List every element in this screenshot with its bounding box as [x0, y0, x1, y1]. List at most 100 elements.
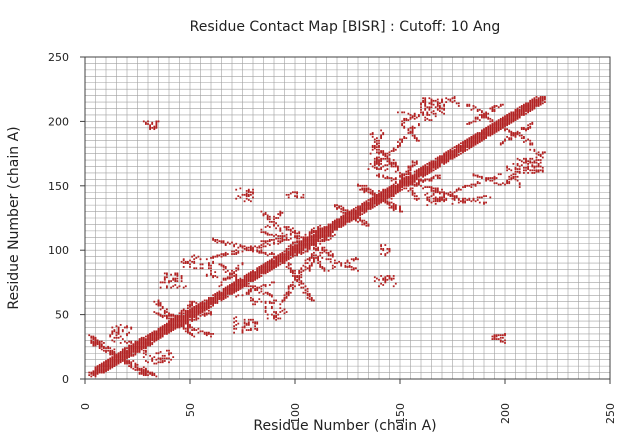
contact-point: [197, 313, 200, 316]
contact-point: [317, 258, 319, 261]
contact-point: [163, 272, 166, 275]
contact-point: [275, 255, 277, 258]
contact-point: [489, 120, 492, 123]
contact-point: [392, 159, 395, 161]
contact-point: [313, 299, 315, 302]
contact-point: [407, 128, 410, 131]
contact-point: [235, 278, 238, 281]
contact-point: [413, 184, 416, 187]
contact-point: [306, 244, 309, 246]
contact-point: [512, 117, 515, 120]
contact-point: [161, 325, 164, 328]
contact-point: [313, 236, 315, 239]
contact-point: [344, 211, 347, 214]
contact-point: [252, 272, 254, 275]
contact-point: [373, 201, 376, 204]
contact-point: [140, 345, 143, 348]
contact-point: [380, 248, 382, 250]
contact-point: [499, 125, 502, 128]
contact-point: [323, 236, 326, 239]
contact-point: [497, 123, 500, 125]
contact-point: [300, 244, 303, 246]
contact-point: [273, 281, 275, 284]
contact-point: [323, 250, 326, 253]
contact-point: [250, 299, 252, 302]
contact-point: [304, 244, 307, 246]
contact-point: [258, 269, 261, 272]
contact-point: [371, 191, 374, 194]
contact-point: [373, 193, 376, 196]
contact-point: [310, 244, 313, 246]
contact-point: [348, 211, 351, 214]
contact-point: [413, 179, 416, 182]
contact-point: [512, 119, 515, 122]
contact-point: [533, 107, 536, 110]
contact-point: [388, 177, 391, 179]
contact-point: [210, 296, 212, 299]
contact-point: [327, 258, 330, 261]
contact-point: [376, 202, 378, 205]
contact-point: [250, 327, 252, 330]
contact-point: [121, 338, 124, 340]
contact-point: [147, 339, 149, 342]
contact-point: [340, 215, 343, 218]
contact-point: [430, 177, 433, 179]
contact-point: [336, 218, 338, 221]
contact-point: [529, 102, 532, 105]
contact-point: [535, 96, 538, 98]
contact-point: [281, 232, 284, 235]
contact-point: [527, 128, 529, 131]
contact-point: [273, 317, 275, 320]
contact-point: [380, 137, 382, 140]
contact-point: [210, 269, 212, 272]
contact-point: [428, 114, 431, 116]
contact-point: [422, 99, 424, 102]
contact-point: [399, 179, 401, 182]
contact-point: [527, 102, 529, 105]
contact-point: [184, 322, 187, 325]
contact-point: [310, 229, 313, 232]
contact-point: [455, 147, 458, 150]
contact-point: [476, 181, 479, 183]
contact-point: [397, 165, 399, 168]
contact-point: [388, 277, 391, 280]
contact-point: [329, 254, 332, 257]
contact-point: [300, 273, 303, 276]
contact-point: [428, 165, 431, 168]
contact-point: [229, 293, 231, 295]
contact-point: [229, 276, 231, 279]
contact-point: [287, 239, 290, 241]
contact-point: [516, 175, 519, 178]
contact-point: [388, 193, 391, 196]
contact-point: [176, 318, 179, 321]
contact-point: [266, 240, 269, 243]
contact-point: [273, 255, 275, 258]
contact-point: [247, 249, 250, 252]
contact-point: [191, 307, 193, 310]
contact-point: [205, 275, 208, 277]
contact-point: [191, 333, 193, 335]
contact-point: [336, 208, 338, 210]
contact-point: [176, 275, 179, 277]
contact-point: [149, 354, 151, 357]
contact-point: [485, 133, 487, 136]
contact-point: [405, 177, 408, 179]
contact-point: [210, 312, 212, 315]
contact-point: [401, 175, 403, 178]
contact-point: [212, 275, 214, 277]
contact-point: [107, 349, 109, 352]
contact-point: [415, 182, 418, 185]
contact-point: [159, 327, 162, 330]
contact-point: [378, 173, 380, 176]
contact-point: [510, 134, 513, 137]
contact-point: [134, 340, 137, 343]
contact-point: [197, 308, 200, 311]
contact-point: [432, 193, 435, 196]
contact-point: [325, 237, 328, 240]
contact-point: [189, 333, 191, 335]
contact-point: [420, 174, 422, 177]
contact-point: [119, 354, 122, 357]
contact-point: [298, 237, 301, 240]
contact-point: [201, 305, 204, 308]
contact-point: [355, 219, 357, 222]
